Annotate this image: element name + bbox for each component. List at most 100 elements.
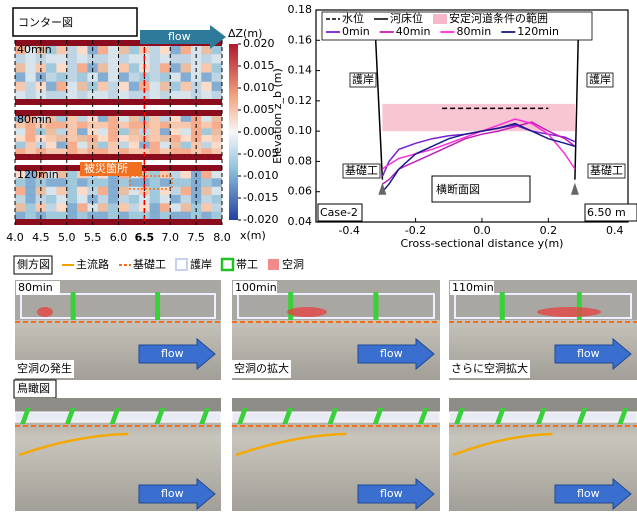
contour-cell: [159, 63, 171, 73]
band-work: [373, 292, 379, 320]
contour-cell: [170, 141, 181, 149]
contour-cell: [170, 115, 181, 123]
contour-cell: [97, 211, 109, 221]
annotation-box: [587, 163, 626, 179]
legend-label: 120min: [517, 25, 559, 38]
contour-cell: [108, 63, 119, 73]
annotation-box: [342, 163, 381, 179]
contour-cell: [170, 121, 181, 129]
contour-cell: [118, 186, 129, 196]
contour-cell: [56, 195, 67, 204]
y-tick-label: 0.06: [288, 185, 313, 198]
legend-label: 40min: [396, 25, 431, 38]
contour-cell: [66, 135, 78, 143]
contour-cell: [15, 186, 26, 196]
panel-label: 80min: [17, 113, 52, 126]
contour-cell: [128, 63, 140, 73]
contour-cell: [25, 178, 36, 188]
contour-cell: [25, 54, 36, 64]
contour-cell: [159, 54, 171, 64]
contour-cell: [56, 211, 67, 221]
contour-cell: [97, 186, 109, 196]
row-title: 側方図: [17, 257, 50, 271]
contour-cell: [170, 63, 181, 73]
contour-cell: [170, 178, 181, 188]
flow-arrow: [554, 337, 632, 371]
contour-cell: [108, 81, 119, 92]
contour-cell: [139, 203, 150, 213]
contour-cell: [149, 203, 160, 213]
annotation: 被災箇所: [84, 161, 128, 175]
contour-cell: [201, 72, 212, 83]
contour-cell: [201, 121, 212, 129]
contour-cell: [118, 45, 129, 55]
section-title: 横断面図: [436, 182, 480, 196]
contour-cell: [77, 211, 88, 221]
caption-box: [449, 360, 530, 378]
contour-cell: [128, 90, 140, 101]
contour-cell: [139, 195, 150, 204]
colorbar-label: -0.020: [243, 213, 278, 226]
contour-cell: [25, 170, 36, 179]
band-work: [70, 292, 76, 320]
contour-cell: [66, 186, 78, 196]
x-tick-label: 6.5: [135, 231, 155, 244]
band-work: [282, 408, 294, 424]
position-label: 6.50 m: [587, 206, 626, 219]
band-work: [454, 408, 465, 424]
contour-cell: [66, 170, 78, 179]
contour-cell: [149, 115, 160, 123]
contour-cell: [118, 115, 129, 123]
contour-cell: [25, 90, 36, 101]
x-tick-label: 8.0: [213, 231, 231, 244]
legend-label: 基礎工: [133, 258, 166, 271]
contour-cell: [170, 128, 181, 136]
annotation: 基礎工: [590, 164, 623, 177]
contour-cell: [87, 54, 98, 64]
contour-cell: [180, 63, 191, 73]
time-label: 110min: [452, 281, 494, 294]
contour-cell: [128, 115, 140, 123]
flow-arrow: [554, 477, 632, 511]
contour-cell: [201, 115, 212, 123]
contour-cell: [97, 203, 109, 213]
contour-cell: [211, 186, 223, 196]
revetment: [237, 293, 435, 319]
contour-cell: [66, 45, 78, 55]
legend-swatch: [268, 259, 279, 270]
contour-cell: [25, 128, 36, 136]
contour-cell: [35, 195, 47, 204]
colorbar-label: 0.010: [243, 81, 275, 94]
contour-cell: [201, 128, 212, 136]
contour-cell: [149, 186, 160, 196]
contour-cell: [180, 135, 191, 143]
contour-cell: [108, 121, 119, 129]
contour-cell: [35, 81, 47, 92]
band-work: [199, 408, 211, 424]
band-work: [617, 408, 629, 424]
contour-cell: [201, 178, 212, 188]
contour-cell: [66, 141, 78, 149]
contour-cell: [25, 148, 36, 156]
contour-cell: [46, 186, 57, 196]
contour-cell: [149, 195, 160, 204]
contour-cell: [108, 211, 119, 221]
annotation: 護岸: [589, 72, 611, 86]
contour-cell: [15, 45, 26, 55]
contour-cell: [128, 186, 140, 196]
contour-cell: [15, 135, 26, 143]
flow-arrow: [138, 477, 216, 511]
y-tick-label: 0.08: [288, 154, 313, 167]
contour-cell: [201, 195, 212, 204]
contour-cell: [77, 148, 88, 156]
contour-cell: [118, 203, 129, 213]
contour-cell: [56, 135, 67, 143]
x-tick-label: 7.5: [187, 231, 205, 244]
colorbar-label: 0.005: [243, 103, 275, 116]
bank-band: [15, 99, 222, 105]
contour-cell: [128, 148, 140, 156]
band-work: [154, 408, 166, 424]
contour-cell: [201, 148, 212, 156]
contour-cell: [211, 128, 223, 136]
contour-cell: [87, 195, 98, 204]
